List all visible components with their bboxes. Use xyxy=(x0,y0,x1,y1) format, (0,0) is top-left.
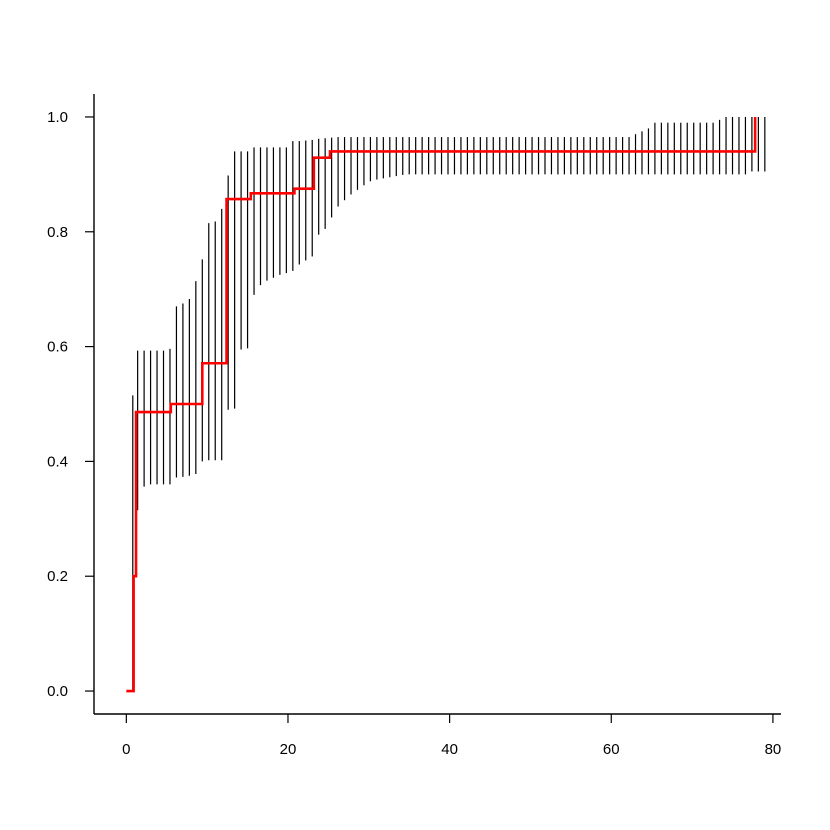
confidence-interval-layer xyxy=(132,116,766,692)
step-line xyxy=(126,116,757,693)
x-tick-label: 0 xyxy=(122,741,130,758)
y-tick-label: 0.4 xyxy=(47,453,68,470)
step-line-layer xyxy=(126,116,757,693)
y-tick-label: 0.2 xyxy=(47,568,68,585)
y-tick-label: 0.8 xyxy=(47,224,68,241)
y-tick-label: 0.0 xyxy=(47,683,68,700)
x-tick-label: 40 xyxy=(441,741,458,758)
x-tick-label: 80 xyxy=(765,741,782,758)
x-tick-label: 60 xyxy=(603,741,620,758)
y-tick-label: 1.0 xyxy=(47,109,68,126)
x-tick-label: 20 xyxy=(280,741,297,758)
y-tick-label: 0.6 xyxy=(47,339,68,356)
axes-layer: 0.0 0.2 0.4 0.6 0.8 1.0 0 20 40 60 80 xyxy=(47,94,781,758)
